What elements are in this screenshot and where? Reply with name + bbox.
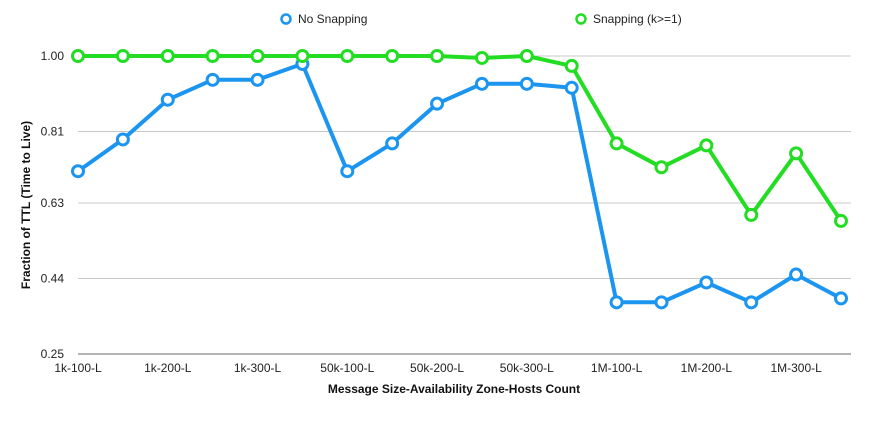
data-point-no-snapping xyxy=(834,291,848,306)
data-point-no-snapping xyxy=(744,295,759,310)
data-point-no-snapping xyxy=(250,72,265,87)
data-point-no-snapping xyxy=(564,80,579,95)
gridlines xyxy=(78,55,851,355)
x-tick-label: 50k-300-L xyxy=(500,361,554,375)
data-point-snapping xyxy=(205,49,220,63)
data-point-snapping xyxy=(654,160,669,175)
series-layer xyxy=(71,49,848,310)
y-tick-label: 0.44 xyxy=(41,272,65,286)
data-point-snapping xyxy=(250,49,265,63)
data-point-no-snapping xyxy=(519,76,534,91)
data-point-no-snapping xyxy=(205,72,220,87)
data-point-snapping xyxy=(789,146,804,161)
data-point-snapping xyxy=(295,49,310,63)
data-point-no-snapping xyxy=(340,164,355,179)
data-point-no-snapping xyxy=(430,96,445,111)
x-tick-label: 1M-200-L xyxy=(681,361,733,375)
legend-marker-no-snapping xyxy=(280,13,292,25)
x-axis-ticks: 1k-100-L 1k-200-L 1k-300-L 50k-100-L 50k-200… xyxy=(54,361,822,375)
data-point-snapping xyxy=(564,58,579,73)
y-tick-label: 0.81 xyxy=(41,124,65,138)
series-no-snapping xyxy=(71,56,848,310)
data-point-no-snapping xyxy=(474,76,489,91)
y-axis-title: Fraction of TTL (Time to Live) xyxy=(19,121,33,289)
data-point-snapping xyxy=(609,136,624,151)
x-tick-label: 1M-100-L xyxy=(591,361,643,375)
data-point-snapping xyxy=(430,49,445,63)
x-tick-label: 1k-200-L xyxy=(144,361,192,375)
x-tick-label: 1M-300-L xyxy=(770,361,822,375)
legend-marker-snapping xyxy=(575,13,587,25)
x-axis-title: Message Size-Availability Zone-Hosts Cou… xyxy=(328,382,580,396)
data-point-no-snapping xyxy=(699,275,714,290)
data-point-no-snapping xyxy=(654,295,669,310)
legend: No Snapping Snapping (k>=1) xyxy=(280,12,682,26)
x-tick-label: 50k-100-L xyxy=(320,361,374,375)
y-tick-label: 1.00 xyxy=(41,49,65,63)
data-point-no-snapping xyxy=(609,295,624,310)
data-point-snapping xyxy=(115,49,130,63)
y-tick-label: 0.25 xyxy=(41,347,65,361)
legend-label-no-snapping: No Snapping xyxy=(298,12,367,26)
data-point-no-snapping xyxy=(160,92,175,107)
data-point-snapping xyxy=(160,49,175,63)
legend-item-snapping: Snapping (k>=1) xyxy=(575,12,682,26)
data-point-no-snapping xyxy=(115,132,130,147)
data-point-snapping xyxy=(71,49,85,63)
y-tick-label: 0.63 xyxy=(41,196,65,210)
data-point-snapping xyxy=(519,49,534,63)
data-point-snapping xyxy=(474,50,489,65)
x-tick-label: 1k-300-L xyxy=(234,361,282,375)
data-point-snapping xyxy=(385,49,400,63)
series-line-no-snapping xyxy=(76,61,843,305)
data-point-snapping xyxy=(340,49,355,63)
data-point-no-snapping xyxy=(385,136,400,151)
legend-item-no-snapping: No Snapping xyxy=(280,12,367,26)
data-point-no-snapping xyxy=(71,164,85,179)
series-snapping xyxy=(71,49,848,228)
data-point-snapping xyxy=(699,138,714,153)
x-tick-label: 1k-100-L xyxy=(54,361,102,375)
y-axis-ticks: 0.25 0.44 0.63 0.81 1.00 xyxy=(41,49,65,361)
data-point-snapping xyxy=(744,207,759,222)
legend-label-snapping: Snapping (k>=1) xyxy=(593,12,682,26)
data-point-no-snapping xyxy=(789,267,804,282)
series-line-snapping xyxy=(76,54,843,223)
x-tick-label: 50k-200-L xyxy=(410,361,464,375)
data-point-snapping xyxy=(834,213,848,228)
